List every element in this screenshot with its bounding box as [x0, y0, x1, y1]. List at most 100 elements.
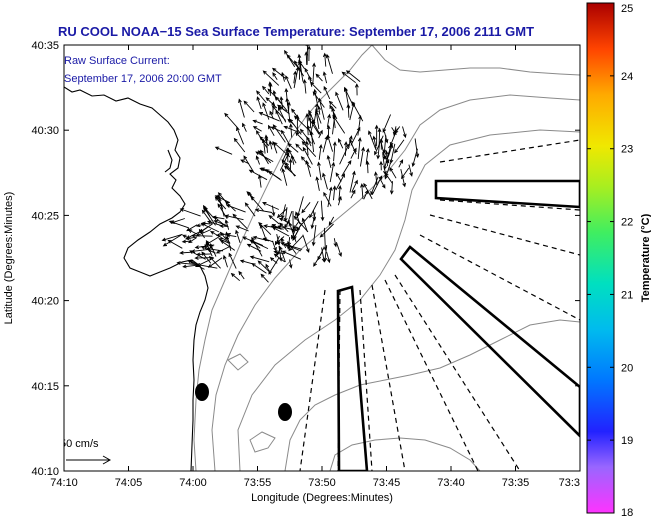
current-vector [268, 257, 280, 275]
contour-line [329, 437, 481, 471]
current-vector [308, 111, 312, 129]
current-vector [235, 225, 249, 232]
colorbar-tick-label: 21 [621, 289, 633, 301]
current-vector [195, 229, 212, 237]
current-vector [252, 126, 262, 132]
y-tick-label: 40:15 [31, 381, 59, 393]
current-vector [318, 143, 323, 160]
current-vector [262, 237, 274, 243]
beam-line [429, 214, 580, 256]
current-vector [295, 143, 303, 152]
current-vector [302, 146, 313, 165]
marker-dot [195, 383, 209, 401]
current-vector [288, 123, 293, 138]
current-vector [302, 78, 307, 94]
current-vector [305, 112, 310, 136]
current-vector [339, 143, 350, 165]
contour-line [227, 353, 249, 371]
current-vector [306, 136, 312, 147]
current-vector [328, 216, 335, 226]
current-vector [394, 139, 405, 154]
current-vector [217, 197, 225, 217]
coastline [164, 149, 173, 173]
current-vector [201, 221, 211, 226]
current-vector [387, 143, 394, 157]
current-vector [323, 245, 328, 263]
current-vector [329, 161, 336, 183]
current-vector [298, 59, 305, 70]
current-vector [349, 170, 356, 193]
current-vector [257, 174, 262, 188]
scale-arrow-label: 50 cm/s [60, 438, 99, 450]
current-vector [325, 53, 333, 74]
x-tick-label: 73:50 [308, 477, 336, 489]
current-vector [322, 172, 328, 190]
current-vector [345, 70, 361, 82]
current-vector [276, 104, 287, 112]
beam-line [371, 284, 406, 471]
current-vector [182, 264, 199, 269]
beam-line [299, 289, 326, 471]
current-vector [286, 237, 291, 250]
contour-line [284, 319, 580, 471]
current-vector [326, 251, 331, 264]
annotation-line-1: Raw Surface Current: [64, 55, 170, 67]
current-vector [312, 210, 317, 222]
current-vector [220, 240, 236, 251]
current-vector [286, 211, 293, 226]
current-vector [357, 114, 363, 136]
current-vector [368, 130, 377, 151]
current-vector [259, 136, 270, 147]
current-vector [273, 141, 291, 158]
y-tick-label: 40:30 [31, 125, 59, 137]
current-vector [199, 226, 208, 233]
current-vector [258, 221, 272, 236]
current-vector [176, 261, 196, 266]
current-vector [272, 90, 277, 101]
current-vector [225, 204, 246, 213]
current-vector [357, 137, 362, 160]
current-vector [205, 236, 220, 246]
current-vector [326, 113, 331, 127]
current-vector [313, 251, 323, 267]
current-vector [254, 208, 273, 213]
x-axis-label: Longitude (Degrees:Minutes) [251, 492, 393, 504]
current-vector [318, 129, 323, 139]
current-vector [222, 254, 228, 268]
current-vector [262, 202, 279, 210]
current-vector [206, 220, 221, 226]
current-vector [323, 85, 331, 100]
current-vector [326, 154, 332, 169]
current-vector [328, 100, 337, 109]
current-vector [374, 124, 379, 147]
current-vector [265, 97, 278, 109]
annotation-line-2: September 17, 2006 20:00 GMT [64, 73, 222, 85]
current-vector [187, 229, 200, 236]
current-vector [207, 257, 223, 268]
y-axis: 40:35 40:30 40:25 40:20 40:15 40:10 [31, 40, 580, 478]
current-vectors [161, 45, 420, 283]
current-vector [332, 141, 337, 162]
colorbar-tick-label: 19 [621, 435, 633, 447]
current-vector [383, 131, 389, 144]
current-vector [384, 162, 391, 180]
current-vector [275, 236, 285, 245]
current-vector [389, 167, 397, 179]
current-vector [288, 235, 304, 252]
current-vector [301, 202, 311, 214]
current-vector [256, 90, 267, 104]
current-vector [322, 52, 327, 67]
x-tick-label: 73:55 [244, 477, 272, 489]
current-vector [284, 49, 296, 68]
current-vector [335, 172, 342, 182]
current-vector [190, 248, 210, 254]
current-vector [255, 155, 261, 165]
current-vector [333, 238, 338, 248]
current-vector [310, 212, 316, 230]
current-vector [278, 245, 283, 262]
current-vector [194, 244, 215, 250]
current-vector [239, 259, 254, 265]
colorbar-tick-label: 18 [621, 507, 633, 518]
y-tick-label: 40:20 [31, 296, 59, 308]
contour-line [211, 94, 580, 471]
